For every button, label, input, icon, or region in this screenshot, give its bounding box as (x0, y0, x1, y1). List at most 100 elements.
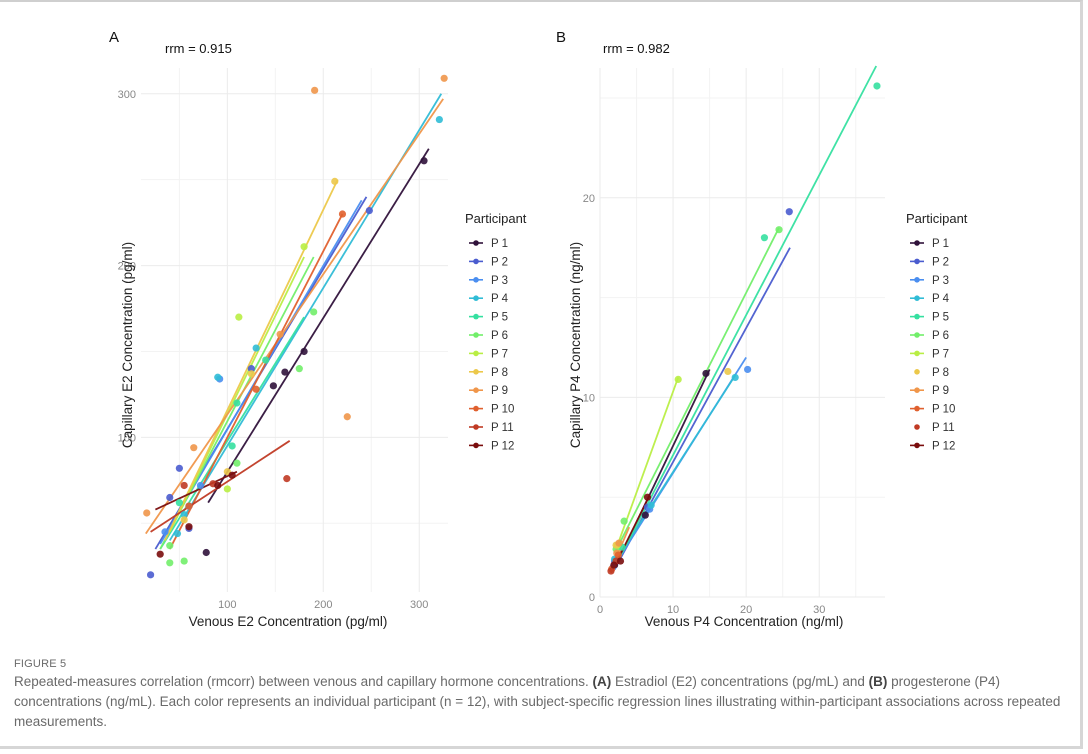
panel-a-ylabel: Capillary E2 Concentration (pg/ml) (120, 242, 135, 448)
data-point-p9 (190, 444, 198, 452)
data-point-p5 (760, 234, 769, 242)
x-tick-label: 300 (410, 599, 428, 611)
legend-label: P 8 (491, 367, 508, 379)
data-point-p8 (724, 367, 732, 376)
data-point-p12 (228, 471, 236, 479)
data-point-p12 (616, 557, 625, 565)
legend-point-key (473, 277, 479, 283)
data-point-p3 (161, 528, 169, 536)
legend-point-key (473, 295, 479, 302)
legend-point-key (914, 350, 920, 357)
legend-point-key (473, 442, 479, 449)
data-point-p12 (610, 561, 618, 569)
data-point-p8 (247, 370, 255, 378)
data-point-p9 (440, 74, 448, 82)
data-point-p1 (281, 368, 289, 376)
legend-label: P 5 (491, 312, 508, 324)
data-point-p9 (615, 539, 623, 547)
legend-label: P 8 (932, 367, 949, 379)
data-point-p1 (420, 157, 428, 165)
data-point-p4 (173, 529, 182, 538)
data-point-p2 (365, 206, 373, 215)
x-tick-label: 200 (314, 599, 332, 611)
data-point-p1 (641, 511, 649, 519)
regression-line-p5 (613, 65, 878, 568)
panel-b-ylabel: Capillary P4 Concentration (ng/ml) (568, 242, 583, 448)
data-point-p10 (185, 502, 193, 510)
legend-label: P 4 (932, 293, 950, 305)
data-point-p10 (338, 210, 347, 218)
legend-point-key (914, 442, 920, 449)
panel-b-xlabel: Venous P4 Concentration (ng/ml) (645, 614, 844, 629)
data-point-p8 (180, 516, 188, 524)
data-point-p1 (269, 382, 277, 390)
x-tick-label: 10 (667, 604, 679, 616)
panel-b-title: rrm = 0.982 (603, 41, 670, 56)
legend-label: P 3 (491, 275, 508, 287)
caption-segment: Repeated-measures correlation (rmcorr) b… (14, 674, 593, 689)
data-point-p4 (180, 511, 188, 519)
data-point-p12 (185, 523, 193, 531)
panel-a-plot: 100 200 300 100 200 300 (118, 68, 448, 611)
data-point-p2 (166, 493, 174, 502)
regression-line-p10 (168, 213, 344, 550)
regression-line-p9 (145, 98, 444, 535)
data-point-p5 (175, 499, 183, 507)
data-point-p4 (647, 501, 655, 509)
data-point-p10 (614, 551, 622, 559)
panel-b-plot: 0 10 20 30 0 10 20 (583, 65, 885, 616)
regression-line-p8 (164, 179, 339, 541)
legend-item: P 9 (469, 385, 508, 397)
data-point-p5 (262, 356, 270, 364)
data-point-p3 (196, 481, 205, 490)
caption-panel-ref: (A) (592, 674, 612, 689)
y-tick-label: 200 (118, 261, 136, 273)
panel-a-legend: Participant P 1 P 2 P 3 P 4 P 5 P 6 P 7 P 8 P 9 P … (465, 211, 527, 452)
legend-point-key (914, 295, 920, 302)
panel-b-label: B (556, 29, 566, 46)
data-point-p12 (643, 493, 652, 501)
legend-label: P 6 (491, 330, 508, 342)
legend-point-key (473, 332, 479, 338)
legend-label: P 3 (932, 275, 949, 287)
legend-item: P 4 (469, 293, 509, 305)
legend-label: P 5 (932, 312, 949, 324)
regression-line-p12 (155, 470, 238, 511)
y-tick-label: 10 (583, 392, 595, 404)
y-tick-label: 20 (583, 193, 595, 205)
x-tick-label: 0 (597, 604, 603, 616)
regression-line-p1 (207, 148, 430, 504)
legend-item: P 2 (910, 256, 949, 268)
data-point-p2 (247, 365, 255, 373)
data-point-p4 (731, 373, 739, 382)
legend-title: Participant (906, 211, 968, 226)
data-point-p6 (295, 365, 303, 373)
data-point-p5 (233, 399, 241, 407)
legend-label: P 4 (491, 293, 509, 305)
legend-point-key (473, 258, 479, 265)
legend-point-key (473, 240, 479, 246)
legend-point-key (914, 313, 920, 320)
data-point-p11 (607, 567, 615, 575)
legend-item: P 11 (469, 422, 514, 434)
legend-label: P 6 (932, 330, 949, 342)
legend-point-key (473, 405, 479, 412)
data-point-p9 (276, 330, 284, 338)
figure-label: FIGURE 5 (14, 658, 67, 670)
legend-label: P 12 (491, 440, 514, 452)
caption-segment: Estradiol (E2) concentrations (pg/mL) an… (611, 674, 869, 689)
legend-label: P 7 (491, 348, 508, 360)
legend-label: P 10 (932, 404, 955, 416)
panel-b-legend: Participant P 1 P 2 P 3 P 4 P 5 P 6 P 7 P 8 P 9 P … (906, 211, 968, 452)
data-point-p1 (300, 347, 308, 356)
legend-label: P 9 (491, 385, 508, 397)
legend-label: P 7 (932, 348, 949, 360)
legend-item: P 6 (910, 330, 949, 342)
legend-label: P 1 (491, 238, 508, 250)
regression-line-p4 (612, 374, 736, 566)
figure-caption: FIGURE 5 Repeated-measures correlation (… (14, 658, 1064, 732)
data-point-p10 (252, 385, 260, 393)
legend-item: P 4 (910, 293, 950, 305)
